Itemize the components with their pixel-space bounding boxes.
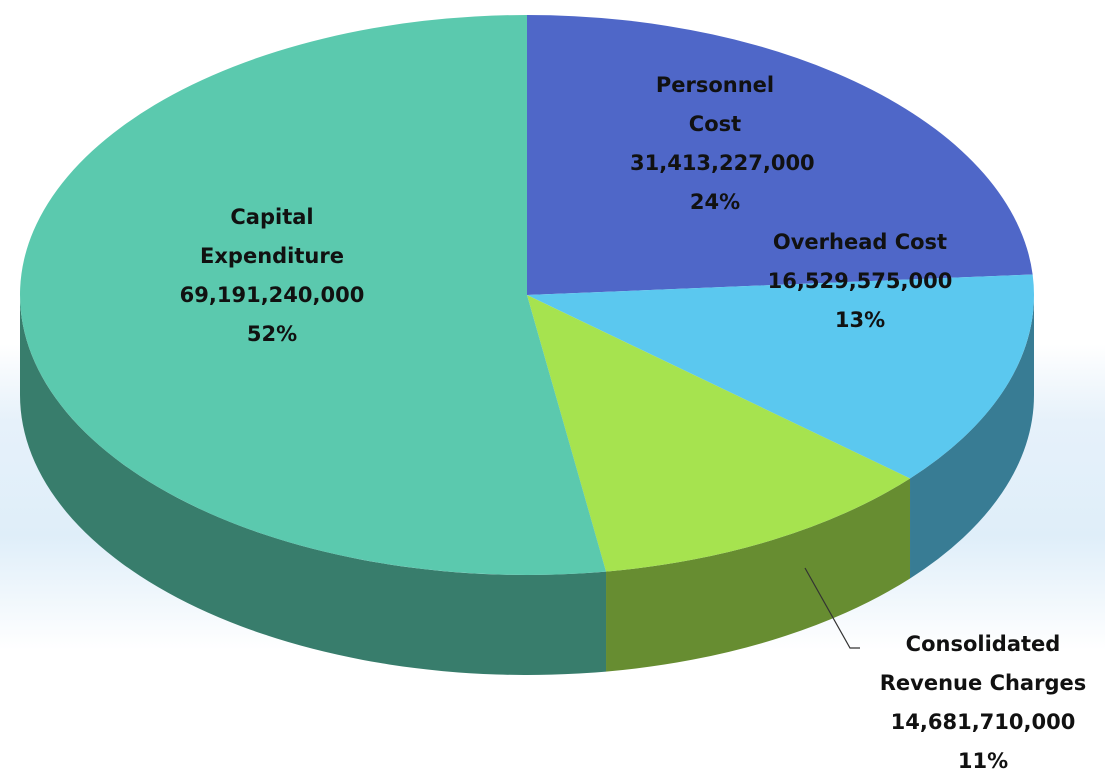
percent-label: 13% [834,308,886,332]
slice [20,15,607,575]
slice-label: Capital Expenditure 69,191,240,000 52% [167,198,377,354]
slice-side [910,295,1034,579]
slice-label: Overhead Cost 16,529,575,000 13% [740,223,980,340]
value-label: 16,529,575,000 [767,269,953,293]
value-label: 14,681,710,000 [890,710,1076,734]
slice-side [20,295,607,676]
percent-label: 52% [246,322,298,346]
value-label: 31,413,227,000 [630,151,815,175]
category-label: Overhead Cost [772,230,948,254]
slice-side [606,478,911,672]
category-label: Personnel Cost [655,73,775,136]
slice-label: Personnel Cost 31,413,227,000 24% [630,66,815,222]
category-label: Capital Expenditure [200,205,344,268]
category-label: Consolidated Revenue Charges [879,632,1087,695]
chart [20,15,1034,676]
leader-line [804,567,860,649]
percent-label: 11% [957,749,1009,773]
slice [527,274,1034,479]
percent-label: 24% [689,190,741,214]
slice-label: Consolidated Revenue Charges 14,681,710,0… [858,625,1105,781]
slice [527,15,1033,295]
value-label: 69,191,240,000 [179,283,365,307]
slice [527,295,911,572]
